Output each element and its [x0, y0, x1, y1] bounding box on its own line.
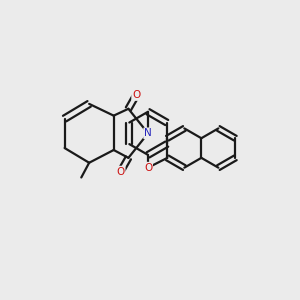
Text: O: O: [116, 167, 125, 177]
Text: O: O: [144, 163, 152, 173]
Text: N: N: [144, 128, 152, 138]
Text: O: O: [132, 90, 140, 100]
